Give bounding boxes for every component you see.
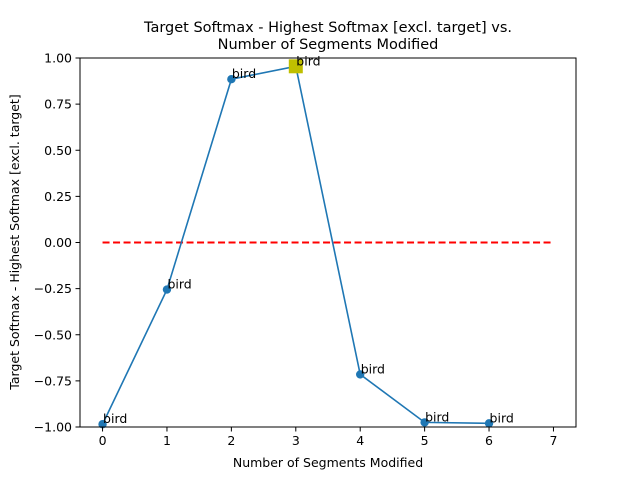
y-tick-label: 0.75 — [44, 97, 72, 112]
x-tick-label: 1 — [163, 433, 171, 448]
y-axis-label: Target Softmax - Highest Softmax [excl. … — [7, 94, 22, 390]
point-label: bird — [103, 411, 127, 426]
x-tick-label: 5 — [421, 433, 429, 448]
point-label: bird — [361, 361, 385, 376]
x-tick-label: 4 — [356, 433, 364, 448]
point-label: bird — [296, 53, 320, 68]
data-point — [162, 285, 172, 294]
y-tick-label: 0.25 — [44, 189, 72, 204]
data-point — [420, 418, 429, 427]
plot-area: bird bird bird bird bird bird bird 0 1 2 3 4 5 6 7 −1.0… — [34, 51, 577, 448]
x-tick-label: 7 — [549, 433, 557, 448]
y-tick-label: −1.00 — [34, 420, 72, 435]
y-tick-label: 0.50 — [44, 143, 72, 158]
x-tick-label: 0 — [99, 433, 107, 448]
point-label: bird — [490, 410, 514, 425]
data-point — [356, 370, 365, 379]
y-tick-label: −0.25 — [34, 281, 72, 296]
point-label: bird — [167, 277, 191, 292]
chart-title-line2: Number of Segments Modified — [218, 37, 439, 53]
y-tick-label: −0.50 — [34, 327, 72, 342]
data-point — [227, 75, 236, 84]
data-point — [484, 419, 494, 428]
y-tick-label: −0.75 — [34, 373, 72, 388]
highlight-marker — [288, 59, 303, 74]
y-tick-label: 0.00 — [44, 235, 72, 250]
chart-title-line1: Target Softmax - Highest Softmax [excl. … — [143, 20, 512, 36]
x-tick-label: 2 — [227, 433, 235, 448]
x-tick-label: 3 — [292, 433, 300, 448]
point-label: bird — [232, 66, 256, 81]
series-line — [101, 65, 490, 425]
x-axis-label: Number of Segments Modified — [233, 455, 423, 470]
data-point — [98, 420, 107, 429]
y-tick-label: 1.00 — [44, 51, 72, 66]
x-tick-label: 6 — [485, 433, 493, 448]
point-label: bird — [425, 409, 449, 424]
